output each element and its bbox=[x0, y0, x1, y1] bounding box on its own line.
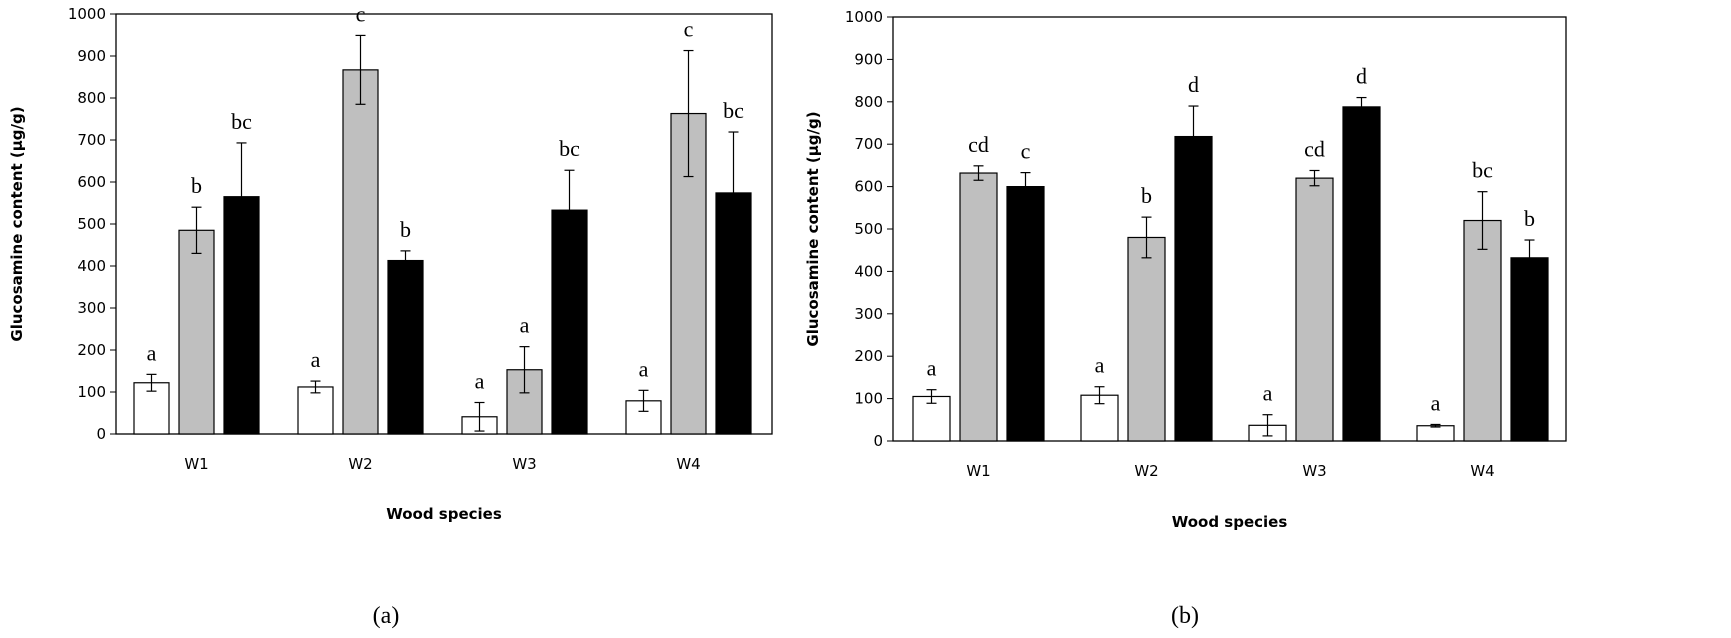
y-axis-title: Glucosamine content (µg/g) bbox=[804, 111, 822, 346]
significance-letter: b bbox=[400, 217, 411, 242]
bar bbox=[387, 259, 424, 435]
x-tick-label: W2 bbox=[1134, 462, 1158, 480]
significance-letter: b bbox=[1141, 183, 1152, 208]
y-tick-label: 0 bbox=[873, 432, 883, 450]
y-tick-label: 1000 bbox=[68, 5, 106, 23]
bar bbox=[1127, 236, 1166, 442]
panel-caption: (b) bbox=[1171, 603, 1199, 629]
y-tick-label: 300 bbox=[854, 305, 883, 323]
bar bbox=[912, 395, 951, 442]
x-tick-label: W1 bbox=[184, 455, 208, 473]
x-axis-title: Wood species bbox=[1172, 513, 1288, 531]
significance-letter: b bbox=[191, 173, 202, 198]
y-tick-label: 700 bbox=[854, 135, 883, 153]
x-tick-label: W3 bbox=[1302, 462, 1326, 480]
x-tick-label: W4 bbox=[676, 455, 700, 473]
x-tick-label: W1 bbox=[966, 462, 990, 480]
significance-letter: a bbox=[639, 356, 649, 381]
y-tick-label: 900 bbox=[854, 50, 883, 68]
significance-letter: a bbox=[520, 313, 530, 338]
bar bbox=[178, 229, 215, 435]
significance-letter: c bbox=[356, 1, 366, 26]
bar bbox=[1006, 186, 1045, 442]
significance-letter: c bbox=[1021, 139, 1031, 164]
significance-letter: bc bbox=[231, 109, 252, 134]
x-tick-label: W3 bbox=[512, 455, 536, 473]
significance-letter: bc bbox=[1472, 158, 1493, 183]
x-tick-label: W4 bbox=[1470, 462, 1494, 480]
bar bbox=[342, 69, 379, 435]
significance-letter: d bbox=[1356, 64, 1367, 89]
y-tick-label: 600 bbox=[77, 173, 106, 191]
y-tick-label: 200 bbox=[77, 341, 106, 359]
y-tick-label: 1000 bbox=[845, 8, 883, 26]
significance-letter: cd bbox=[968, 132, 989, 157]
significance-letter: a bbox=[1095, 353, 1105, 378]
significance-letter: a bbox=[147, 340, 157, 365]
y-tick-label: 200 bbox=[854, 347, 883, 365]
significance-letter: c bbox=[684, 17, 694, 42]
bar bbox=[1342, 106, 1381, 442]
significance-letter: cd bbox=[1304, 136, 1325, 161]
significance-letter: a bbox=[927, 356, 937, 381]
y-tick-label: 800 bbox=[77, 89, 106, 107]
x-tick-label: W2 bbox=[348, 455, 372, 473]
significance-letter: a bbox=[311, 347, 321, 372]
y-tick-label: 500 bbox=[77, 215, 106, 233]
significance-letter: a bbox=[1263, 381, 1273, 406]
significance-letter: b bbox=[1524, 206, 1535, 231]
y-tick-label: 100 bbox=[77, 383, 106, 401]
y-tick-label: 700 bbox=[77, 131, 106, 149]
bar bbox=[297, 386, 334, 435]
panel-b-chart: 0 100 200 300 400 500 600 700 800 900 1000 a cd c W1 a b… bbox=[804, 8, 1567, 629]
y-tick-label: 500 bbox=[854, 220, 883, 238]
bar bbox=[1295, 177, 1334, 442]
y-tick-label: 800 bbox=[854, 93, 883, 111]
panel-caption: (a) bbox=[373, 603, 400, 629]
y-tick-label: 100 bbox=[854, 390, 883, 408]
bar bbox=[1510, 257, 1549, 442]
bar bbox=[959, 172, 998, 442]
y-axis-title: Glucosamine content (µg/g) bbox=[8, 106, 26, 341]
y-tick-label: 300 bbox=[77, 299, 106, 317]
y-tick-label: 600 bbox=[854, 178, 883, 196]
significance-letter: bc bbox=[723, 98, 744, 123]
significance-letter: bc bbox=[559, 136, 580, 161]
panel-a-chart: 01002003004005006007008009001000abbcW1ac… bbox=[8, 1, 773, 629]
x-axis-title: Wood species bbox=[386, 505, 502, 523]
bar bbox=[1416, 425, 1455, 442]
significance-letter: d bbox=[1188, 72, 1199, 97]
y-tick-label: 900 bbox=[77, 47, 106, 65]
y-tick-label: 400 bbox=[77, 257, 106, 275]
y-tick-label: 0 bbox=[96, 425, 106, 443]
y-tick-label: 400 bbox=[854, 262, 883, 280]
bar bbox=[1174, 135, 1213, 442]
bar bbox=[1463, 219, 1502, 442]
significance-letter: a bbox=[475, 369, 485, 394]
significance-letter: a bbox=[1431, 390, 1441, 415]
